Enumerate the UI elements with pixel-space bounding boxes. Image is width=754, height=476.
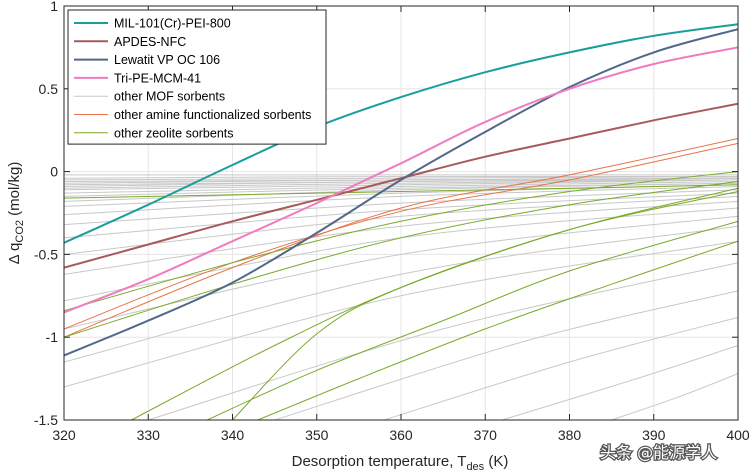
y-tick-label: -0.5 [34,246,58,262]
ticks [63,5,739,421]
series-line [274,290,738,420]
x-tick-label: 360 [389,427,413,443]
y-axis-title-unit: (mol/kg) [6,162,23,220]
series-group [64,23,738,420]
x-axis-title-sub: des [466,461,484,473]
legend-label: other zeolite sorbents [114,126,234,140]
legend: MIL-101(Cr)-PEI-800 APDES-NFC Lewatit VP O… [67,9,327,145]
y-tick-label: 0 [50,164,58,180]
legend-label: MIL-101(Cr)-PEI-800 [114,17,231,31]
series-line [64,192,738,239]
series-line [383,316,738,420]
series-line [206,220,738,420]
watermark: 头条 @能源学人 [599,442,719,464]
series-line [64,184,738,199]
series-line-lewatit-vp-oc-106 [64,28,738,357]
series-line [148,262,738,420]
legend-label: other amine functionalized sorbents [114,108,311,122]
series-line [64,182,738,202]
legend-label: Lewatit VP OC 106 [114,53,220,67]
series-line [64,186,738,216]
x-tick-label: 370 [474,427,498,443]
series-line-tri-pe-mcm-41 [64,46,738,314]
y-axis-title-main: Δ q [6,243,23,265]
series-line [64,225,738,363]
series-line [64,181,738,338]
series-line [64,240,738,388]
y-tick-label: 1 [50,0,58,14]
y-tick-label: 0.5 [39,81,59,97]
x-tick-label: 400 [726,427,750,443]
series-line [232,191,738,420]
watermark-text: 头条 @能源学人 [600,443,717,462]
series-line [257,240,738,420]
series-line [64,200,738,275]
series-line [64,181,738,194]
legend-label: other MOF sorbents [114,90,225,104]
x-tick-label: 350 [305,427,329,443]
x-tick-label: 390 [642,427,666,443]
y-tick-label: -1 [46,329,59,345]
tick-labels: 320 330 340 350 360 370 380 390 400 -1.5 -1 -0.5 0 0.… [34,0,750,443]
series-line [64,171,738,312]
x-axis-title-main: Desorption temperature, T [292,453,467,470]
y-axis-title: Δ qCO2 (mol/kg) [6,162,26,265]
x-tick-label: 320 [52,427,76,443]
y-tick-label: -1.5 [34,412,58,428]
series-line [64,189,738,226]
legend-label: Tri-PE-MCM-41 [114,71,201,85]
series-line [64,215,738,330]
x-axis-title: Desorption temperature, Tdes (K) [292,453,509,473]
series-line-apdes-nfc [64,102,738,269]
legend-box [67,9,327,145]
x-tick-label: 340 [221,427,245,443]
series-line [611,373,738,420]
x-tick-label: 380 [558,427,582,443]
series-line [501,345,738,420]
series-line [64,138,738,338]
series-line-mil-101-cr-pei-800 [64,23,738,244]
y-axis-title-sub: CO2 [14,220,26,243]
series-line [64,142,738,330]
x-axis-title-unit: (K) [484,453,508,470]
x-tick-label: 330 [137,427,161,443]
legend-label: APDES-NFC [114,35,186,49]
